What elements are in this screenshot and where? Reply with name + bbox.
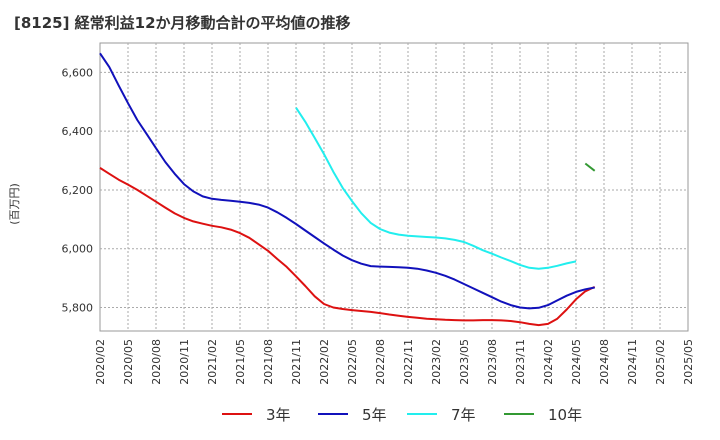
x-tick-label: 2022/08 [374,339,387,385]
x-tick-label: 2021/08 [262,339,275,385]
x-tick-label: 2023/08 [486,339,499,385]
legend-swatch [407,413,437,415]
x-tick-label: 2023/02 [430,339,443,385]
legend: 3年 5年 7年 10年 [0,402,720,426]
plot-area [99,42,689,332]
x-tick-label: 2022/11 [402,339,415,385]
x-tick-label: 2020/11 [178,339,191,385]
y-tick-label: 6,200 [62,184,94,197]
x-tick-label: 2020/08 [150,339,163,385]
y-tick-label: 6,600 [62,66,94,79]
legend-label: 5年 [362,405,387,424]
series-line [584,162,596,172]
x-tick-label: 2024/02 [542,339,555,385]
x-tick-label: 2023/05 [458,339,471,385]
x-tick-label: 2021/11 [290,339,303,385]
legend-swatch [504,413,534,415]
chart-title: [8125] 経常利益12か月移動合計の平均値の推移 [14,14,351,32]
series-line [99,52,595,310]
legend-label: 10年 [548,405,583,424]
legend-label: 7年 [451,405,476,424]
y-tick-label: 5,800 [62,301,94,314]
x-tick-label: 2021/05 [234,339,247,385]
legend-item: 10年 [504,402,582,426]
x-tick-label: 2021/02 [206,339,219,385]
x-tick-label: 2024/11 [626,339,639,385]
legend-swatch [318,413,348,415]
legend-item: 5年 [318,402,387,426]
x-tick-label: 2024/05 [570,339,583,385]
x-tick-label: 2025/05 [682,339,695,385]
x-tick-label: 2023/11 [514,339,527,385]
x-tick-label: 2022/02 [318,339,331,385]
x-tick-label: 2024/08 [598,339,611,385]
legend-item: 3年 [222,402,291,426]
y-tick-label: 6,000 [62,243,94,256]
series-line [295,107,577,270]
legend-swatch [222,413,252,415]
legend-label: 3年 [266,405,291,424]
y-tick-label: 6,400 [62,125,94,138]
x-tick-label: 2022/05 [346,339,359,385]
legend-item: 7年 [407,402,476,426]
x-tick-label: 2025/02 [654,339,667,385]
series-line [99,167,596,327]
x-tick-label: 2020/05 [122,339,135,385]
x-tick-label: 2020/02 [94,339,107,385]
